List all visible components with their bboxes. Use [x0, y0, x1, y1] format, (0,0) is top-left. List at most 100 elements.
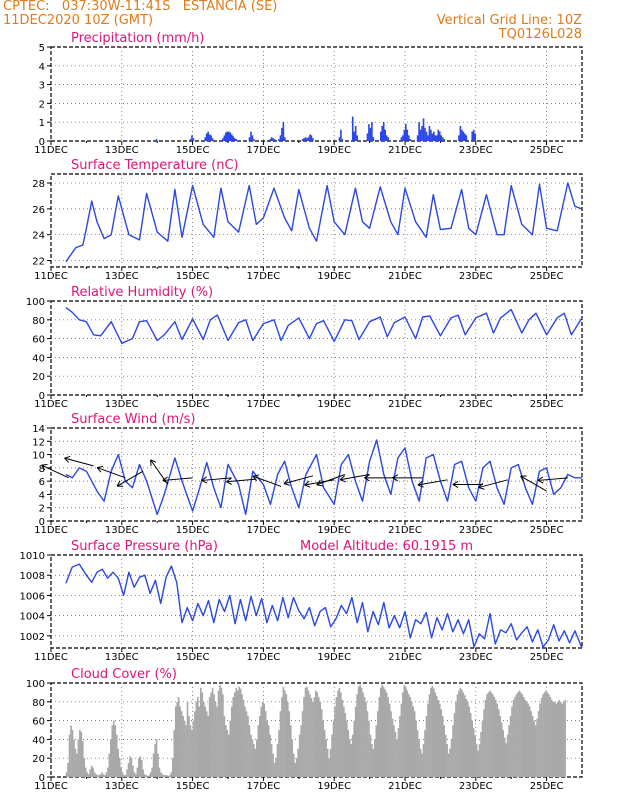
bar [494, 699, 497, 777]
bar [214, 701, 217, 777]
bar [291, 739, 294, 777]
x-tick-label: 11DEC [34, 652, 68, 663]
x-tick-label: 15DEC [176, 781, 210, 792]
bar [307, 690, 310, 777]
bar [83, 758, 86, 777]
bar [112, 720, 115, 777]
x-tick-label: 19DEC [317, 781, 351, 792]
bar [177, 697, 180, 777]
bar [133, 772, 136, 777]
bar [366, 133, 369, 141]
bar [418, 122, 420, 141]
bar [273, 139, 276, 141]
bar [316, 692, 319, 777]
bar [458, 135, 460, 141]
bar [312, 138, 314, 141]
wind-arrowhead [417, 484, 424, 488]
bar [512, 699, 515, 777]
bar [269, 139, 271, 141]
bar [353, 720, 356, 777]
bar [385, 135, 388, 141]
bar [379, 687, 382, 777]
bar [505, 743, 507, 777]
bar [340, 129, 342, 141]
wind-arrow [96, 467, 126, 479]
x-tick-label: 17DEC [247, 781, 281, 792]
bar [244, 706, 246, 777]
bar [123, 775, 125, 777]
bar [435, 135, 438, 141]
bar [534, 725, 537, 777]
bar [425, 131, 428, 141]
bar [138, 758, 140, 777]
bar [340, 692, 342, 777]
bar [381, 684, 384, 777]
bar [301, 711, 304, 777]
bar [288, 711, 291, 777]
bar [335, 697, 338, 777]
bar [431, 685, 434, 777]
wind-arrowhead [304, 480, 310, 486]
bar [317, 697, 320, 777]
bar [149, 772, 152, 777]
bar [92, 767, 94, 777]
bar [135, 774, 137, 777]
wind-arrowhead [537, 479, 544, 484]
bar [211, 687, 214, 777]
bar [548, 694, 550, 777]
bar [466, 701, 469, 777]
bar [511, 706, 513, 777]
bar [357, 686, 360, 777]
bar [189, 725, 192, 777]
bar [140, 760, 143, 777]
bar [508, 725, 510, 777]
bar [405, 686, 407, 777]
bar [338, 137, 341, 141]
bar [452, 725, 454, 777]
bar [216, 706, 218, 777]
panel-title: Surface Pressure (hPa) [71, 539, 218, 554]
bar [371, 122, 373, 141]
bar [444, 734, 447, 777]
bar [440, 135, 443, 141]
bar [98, 775, 100, 777]
panel-title: Relative Humidity (%) [71, 285, 213, 300]
bar [503, 737, 506, 777]
bar [341, 139, 344, 141]
bar [458, 690, 460, 777]
bar [407, 135, 410, 141]
x-tick-label: 17DEC [247, 145, 281, 156]
bar [430, 687, 432, 777]
bar [428, 694, 431, 777]
bar [406, 690, 409, 777]
bar [183, 720, 186, 777]
bar [250, 734, 252, 777]
bar [241, 694, 243, 777]
bar [230, 134, 233, 141]
bar [155, 139, 158, 141]
panel-title: Surface Wind (m/s) [71, 412, 195, 427]
bar [132, 765, 134, 777]
bar [93, 772, 96, 777]
bar [524, 699, 527, 777]
bar [70, 725, 72, 777]
x-tick-label: 19DEC [317, 145, 351, 156]
wind-arrowhead [97, 465, 104, 469]
y-tick-label: 12 [32, 437, 45, 448]
bar [110, 739, 112, 777]
bar [354, 125, 357, 141]
bar [427, 703, 429, 777]
bar [553, 701, 556, 777]
bar [229, 132, 232, 141]
bar [282, 686, 285, 777]
bar [496, 703, 499, 777]
bar [375, 725, 378, 777]
bar [232, 136, 235, 141]
bar [71, 730, 74, 777]
bar [406, 129, 409, 141]
x-tick-label: 13DEC [105, 525, 139, 536]
bar [189, 139, 192, 141]
bar [422, 744, 425, 777]
bar [77, 739, 80, 777]
bar [220, 687, 223, 777]
